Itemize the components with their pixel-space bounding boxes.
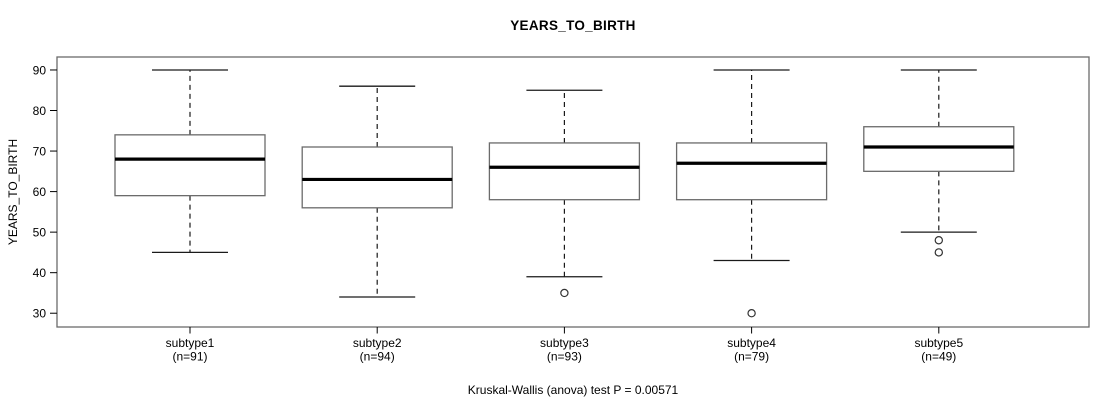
y-tick-label: 80: [33, 104, 47, 118]
outlier-point: [934, 248, 944, 257]
iqr-box: [114, 134, 266, 197]
iqr-box: [488, 142, 641, 201]
y-tick-label: 40: [33, 266, 47, 280]
y-tick-label: 50: [33, 226, 47, 240]
outlier-point: [560, 288, 569, 298]
x-sample-size-label: (n=93): [547, 350, 582, 364]
y-tick-label: 70: [33, 145, 47, 159]
x-category-label: subtype5: [914, 336, 963, 350]
x-sample-size-label: (n=49): [921, 350, 956, 364]
iqr-box: [301, 146, 453, 209]
x-sample-size-label: (n=79): [734, 350, 769, 364]
x-category-label: subtype3: [540, 336, 589, 350]
x-category-label: subtype4: [727, 336, 776, 350]
x-sample-size-label: (n=91): [172, 350, 207, 364]
x-category-label: subtype1: [166, 336, 215, 350]
outlier-point: [934, 236, 944, 245]
x-sample-size-label: (n=94): [360, 350, 395, 364]
y-tick-label: 90: [33, 63, 47, 77]
outlier-point: [747, 309, 756, 318]
iqr-box: [675, 142, 828, 201]
stat-test-caption: Kruskal-Wallis (anova) test P = 0.00571: [467, 383, 679, 397]
y-tick-label: 30: [33, 307, 47, 321]
chart-title: YEARS_TO_BIRTH: [510, 18, 636, 33]
x-category-label: subtype2: [353, 336, 402, 350]
y-tick-label: 60: [33, 185, 47, 199]
iqr-box: [863, 126, 1015, 172]
